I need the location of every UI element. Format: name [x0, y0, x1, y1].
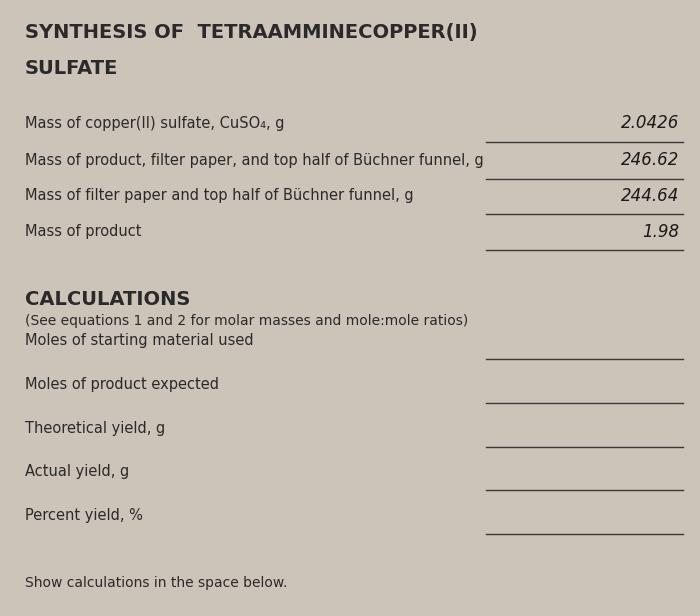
Text: 246.62: 246.62	[621, 151, 679, 169]
Text: SYNTHESIS OF  TETRAAMMINECOPPER(II): SYNTHESIS OF TETRAAMMINECOPPER(II)	[25, 23, 477, 43]
Text: Show calculations in the space below.: Show calculations in the space below.	[25, 576, 287, 590]
Text: Theoretical yield, g: Theoretical yield, g	[25, 421, 164, 436]
Text: (See equations 1 and 2 for molar masses and mole:mole ratios): (See equations 1 and 2 for molar masses …	[25, 314, 468, 328]
Text: Actual yield, g: Actual yield, g	[25, 464, 129, 479]
Text: Moles of starting material used: Moles of starting material used	[25, 333, 253, 348]
Text: Mass of product: Mass of product	[25, 224, 141, 239]
Text: 244.64: 244.64	[621, 187, 679, 205]
Text: Mass of copper(II) sulfate, CuSO₄, g: Mass of copper(II) sulfate, CuSO₄, g	[25, 116, 284, 131]
Text: SULFATE: SULFATE	[25, 59, 118, 78]
Text: Mass of filter paper and top half of Büchner funnel, g: Mass of filter paper and top half of Büc…	[25, 188, 413, 203]
Text: CALCULATIONS: CALCULATIONS	[25, 290, 190, 309]
Text: 1.98: 1.98	[642, 222, 679, 241]
Text: Mass of product, filter paper, and top half of Büchner funnel, g: Mass of product, filter paper, and top h…	[25, 153, 483, 168]
Text: 2.0426: 2.0426	[621, 114, 679, 132]
Text: Moles of product expected: Moles of product expected	[25, 377, 218, 392]
Text: Percent yield, %: Percent yield, %	[25, 508, 142, 523]
